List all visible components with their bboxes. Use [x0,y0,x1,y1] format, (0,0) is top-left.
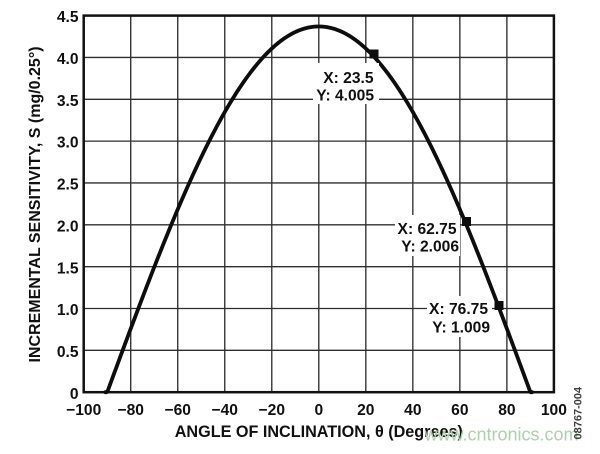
svg-text:60: 60 [451,402,469,419]
svg-text:1.0: 1.0 [57,302,79,319]
svg-text:3.0: 3.0 [57,135,79,152]
svg-text:INCREMENTAL SENSITIVITY, S (mg: INCREMENTAL SENSITIVITY, S (mg/0.25°) [27,46,44,362]
svg-text:0: 0 [314,402,323,419]
svg-text:www.cntronics.com: www.cntronics.com [424,425,579,445]
svg-text:−80: −80 [117,402,144,419]
svg-text:80: 80 [498,402,516,419]
svg-text:0: 0 [70,386,79,403]
svg-text:3.5: 3.5 [57,93,79,110]
svg-text:−40: −40 [212,402,239,419]
svg-text:40: 40 [404,402,422,419]
svg-text:−100: −100 [66,402,101,419]
svg-text:100: 100 [541,402,567,419]
svg-text:4.0: 4.0 [57,51,79,68]
svg-text:4.5: 4.5 [57,9,79,26]
svg-text:Y: 4.005: Y: 4.005 [316,88,374,105]
svg-text:X: 62.75: X: 62.75 [398,221,457,238]
svg-text:ANGLE OF INCLINATION, θ (Degre: ANGLE OF INCLINATION, θ (Degrees) [175,423,463,441]
svg-text:1.5: 1.5 [57,260,79,277]
svg-text:X: 76.75: X: 76.75 [429,301,488,318]
svg-text:0.5: 0.5 [57,344,79,361]
svg-text:Y: 1.009: Y: 1.009 [432,320,490,337]
svg-text:2.5: 2.5 [57,177,79,194]
svg-text:−20: −20 [259,402,286,419]
svg-text:X: 23.5: X: 23.5 [323,70,374,87]
svg-text:2.0: 2.0 [57,218,79,235]
svg-text:08767-004: 08767-004 [573,386,585,439]
svg-text:−60: −60 [165,402,192,419]
svg-text:20: 20 [357,402,375,419]
svg-text:Y: 2.006: Y: 2.006 [401,239,459,256]
